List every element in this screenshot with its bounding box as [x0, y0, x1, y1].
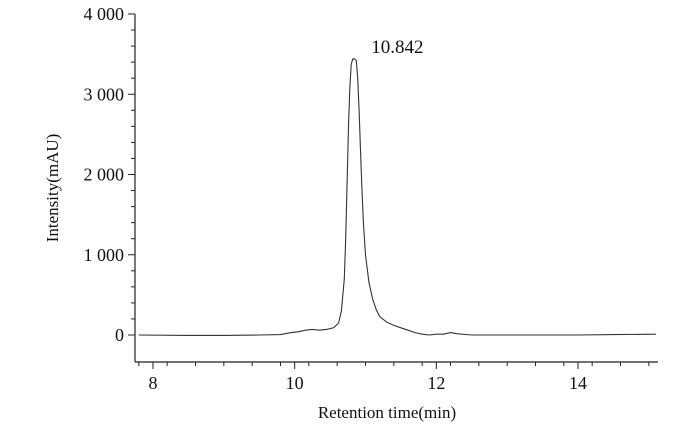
peak-label: 10.842 — [371, 37, 423, 58]
tick-labels: 0 1 000 2 000 3 000 4 000 8 10 12 14 — [84, 4, 588, 393]
y-tick-label: 4 000 — [84, 4, 125, 24]
x-tick-label: 12 — [427, 373, 445, 393]
axes — [134, 14, 658, 363]
y-axis-label: Intensity(mAU) — [43, 134, 62, 243]
y-tick-label: 2 000 — [84, 165, 125, 185]
y-tick-label: 1 000 — [84, 245, 125, 265]
y-tick-label: 0 — [115, 325, 124, 345]
ticks — [128, 13, 650, 369]
x-tick-label: 8 — [149, 373, 158, 393]
x-axis-label: Retention time(min) — [318, 403, 456, 422]
y-tick-label: 3 000 — [84, 84, 125, 104]
chromatogram-trace — [138, 58, 656, 336]
x-tick-label: 10 — [286, 373, 304, 393]
x-tick-label: 14 — [569, 373, 587, 393]
